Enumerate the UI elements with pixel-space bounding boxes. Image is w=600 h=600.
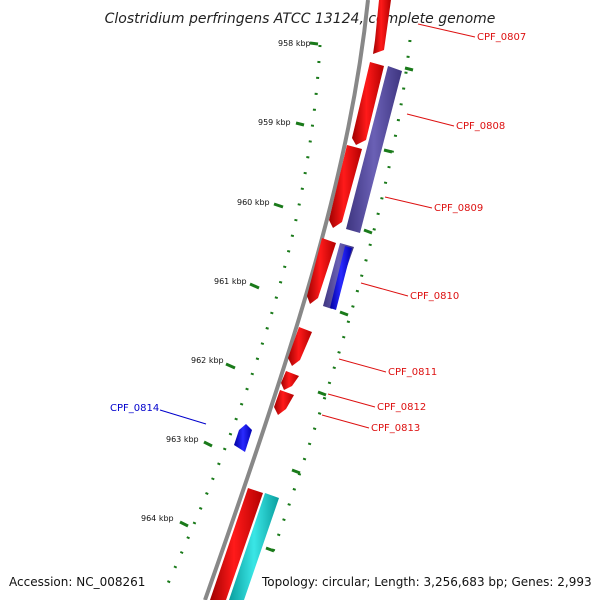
gene-feature-cpf0812[interactable] [281,371,299,390]
gene-feature-cpf0809[interactable] [329,145,362,228]
forward-cds-track [210,0,391,600]
gene-feature-cpf0813[interactable] [274,390,294,415]
gene-feature-cpf0810[interactable] [307,238,336,304]
cpf0814-leader-line [159,409,207,425]
gene-feature-red-bottom[interactable] [210,488,263,600]
kbp-label-961: 961 kbp [214,277,247,286]
gene-label-cpf0810[interactable]: CPF_0810 [410,291,459,302]
gene-feature-cpf0807[interactable] [373,0,391,54]
purple-feature-1[interactable] [346,66,402,233]
map-title: Clostridium perfringens ATCC 13124, comp… [105,11,496,27]
gene-label-cpf0812[interactable]: CPF_0812 [377,402,426,413]
cyan-feature[interactable] [229,493,279,600]
gene-label-cpf0813[interactable]: CPF_0813 [371,423,420,434]
gene-feature-cpf0814[interactable] [234,424,252,452]
gene-label-cpf0811[interactable]: CPF_0811 [388,367,437,378]
gene-feature-cpf0808[interactable] [352,62,384,145]
gene-label-cpf0809[interactable]: CPF_0809 [434,203,483,214]
gene-feature-cpf0811[interactable] [288,327,312,366]
gene-label-cpf0814[interactable]: CPF_0814 [110,403,159,414]
kbp-label-959: 959 kbp [258,118,291,127]
kbp-major-ticks [179,41,319,528]
gene-label-cpf0808[interactable]: CPF_0808 [456,121,505,132]
gene-label-cpf0807[interactable]: CPF_0807 [477,32,526,43]
gene-feature-cpf0810-blue[interactable] [330,246,352,310]
genome-backbone [203,0,370,600]
kbp-label-958: 958 kbp [278,39,311,48]
kbp-label-964: 964 kbp [141,514,174,523]
accession-text: Accession: NC_008261 [9,575,145,589]
kbp-label-962: 962 kbp [191,356,224,365]
kbp-label-963: 963 kbp [166,435,199,444]
inner-major-ticks [265,66,414,553]
kbp-label-960: 960 kbp [237,198,270,207]
topology-text: Topology: circular; Length: 3,256,683 bp… [261,575,592,589]
gene-leader-lines [321,23,476,429]
